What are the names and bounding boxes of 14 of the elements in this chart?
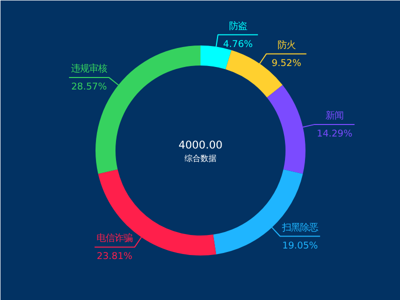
data-label: 19.05%: [282, 240, 318, 252]
data-label: 28.57%: [71, 82, 107, 93]
slice-label: 新闻: [326, 110, 344, 122]
data-label: 9.52%: [272, 58, 302, 69]
slice-label: 电信诈骗: [96, 233, 133, 244]
text: 综合数据: [184, 154, 216, 163]
slice-label: 扫黑除恶: [281, 222, 318, 234]
data-label: 14.29%: [316, 128, 352, 140]
slice-label: 防火: [277, 40, 296, 51]
data-label: 4.76%: [223, 38, 253, 50]
text: 4000.00: [178, 138, 223, 152]
slice-label: 违规审核: [71, 64, 108, 75]
data-label: 23.81%: [96, 251, 133, 262]
slice-label: 防盗: [228, 20, 247, 32]
